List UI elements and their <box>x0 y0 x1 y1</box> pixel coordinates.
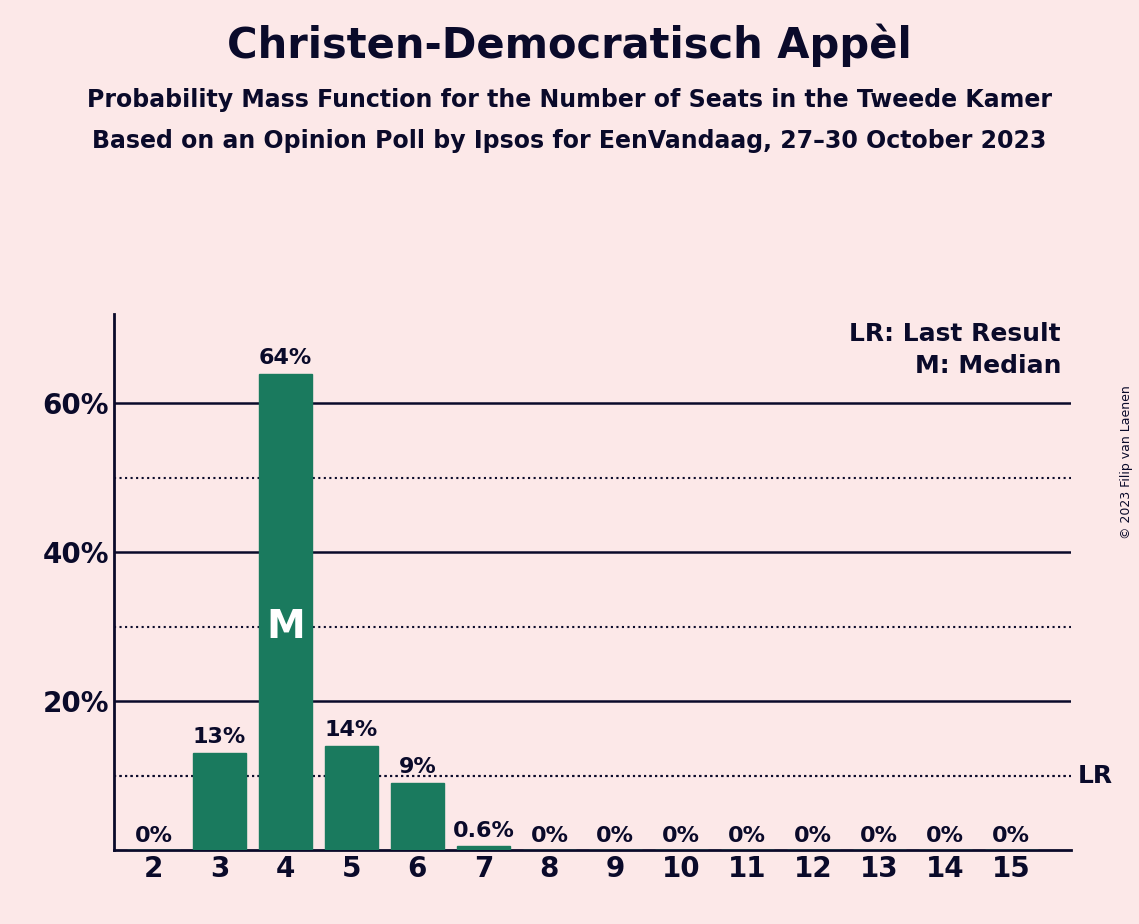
Text: 0%: 0% <box>728 826 767 845</box>
Text: 0%: 0% <box>531 826 568 845</box>
Text: 13%: 13% <box>192 727 246 748</box>
Text: 0%: 0% <box>663 826 700 845</box>
Text: 0%: 0% <box>597 826 634 845</box>
Text: 0%: 0% <box>794 826 833 845</box>
Text: Based on an Opinion Poll by Ipsos for EenVandaag, 27–30 October 2023: Based on an Opinion Poll by Ipsos for Ee… <box>92 129 1047 153</box>
Text: 0%: 0% <box>926 826 965 845</box>
Text: 64%: 64% <box>259 347 312 368</box>
Text: 0%: 0% <box>860 826 899 845</box>
Text: © 2023 Filip van Laenen: © 2023 Filip van Laenen <box>1121 385 1133 539</box>
Text: Probability Mass Function for the Number of Seats in the Tweede Kamer: Probability Mass Function for the Number… <box>87 88 1052 112</box>
Text: M: Median: M: Median <box>915 355 1062 378</box>
Text: 9%: 9% <box>399 757 436 777</box>
Text: M: M <box>267 608 305 646</box>
Text: Christen-Democratisch Appèl: Christen-Democratisch Appèl <box>227 23 912 67</box>
Bar <box>457 845 510 850</box>
Text: 0%: 0% <box>134 826 172 845</box>
Bar <box>325 746 378 850</box>
Text: 0.6%: 0.6% <box>452 821 515 841</box>
Text: 0%: 0% <box>992 826 1031 845</box>
Text: 14%: 14% <box>325 720 378 740</box>
Bar <box>391 784 444 850</box>
Bar <box>194 753 246 850</box>
Text: LR: LR <box>1077 764 1113 788</box>
Text: LR: Last Result: LR: Last Result <box>850 322 1062 346</box>
Bar <box>259 373 312 850</box>
